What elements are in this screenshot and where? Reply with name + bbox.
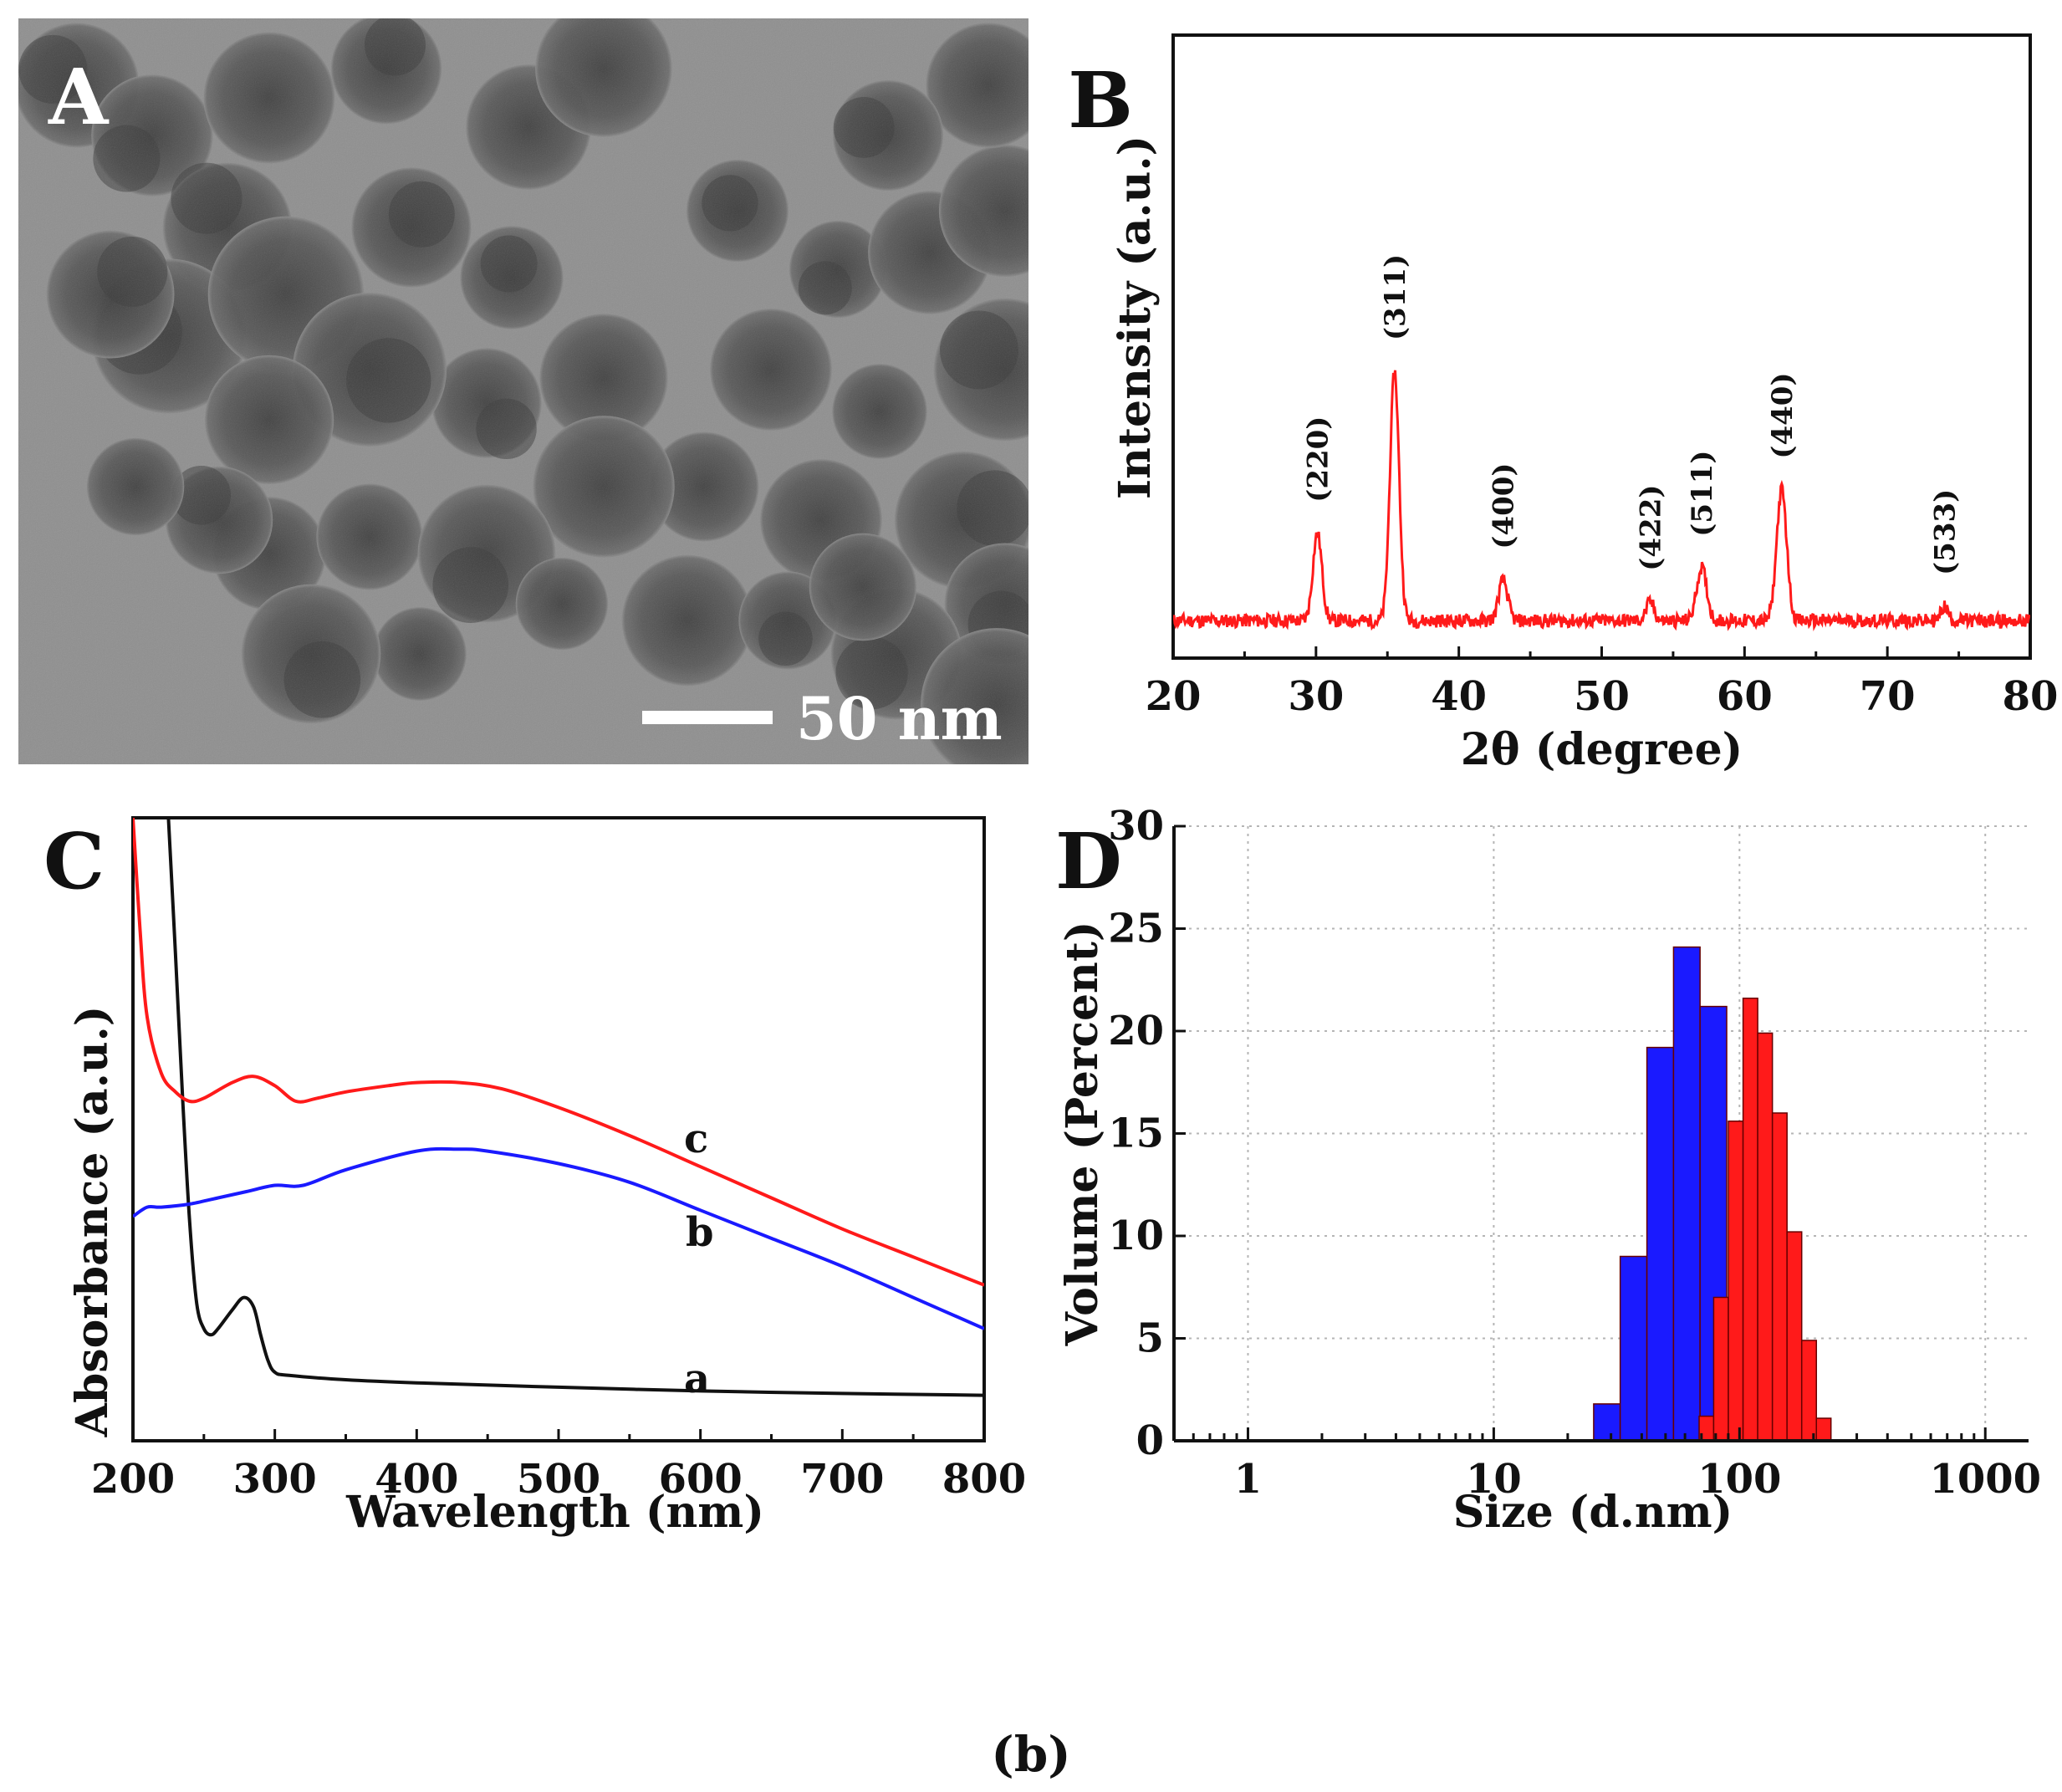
panel-c-letter: C	[43, 816, 105, 906]
histogram-bar-blue	[1646, 1046, 1675, 1442]
x-tick-label: 800	[942, 1456, 1026, 1503]
peak-label: (533)	[1929, 489, 1962, 575]
x-tick-label: 100	[1697, 1456, 1781, 1503]
x-tick-label: 1	[1234, 1456, 1262, 1503]
panel-c-uvvis-chart: a b c 200 300 400 500 600 700 800 C Wavelength (nm)…	[43, 816, 1026, 1538]
x-tick-label: 200	[91, 1456, 175, 1503]
x-tick-label: 10	[1466, 1456, 1522, 1503]
x-axis-title: Size (d.nm)	[1453, 1487, 1733, 1538]
y-axis-title: Absorbance (a.u.)	[67, 1006, 118, 1438]
peak-label: (440)	[1766, 372, 1799, 458]
peak-label: (511)	[1686, 451, 1719, 537]
uvvis-series-a	[166, 818, 984, 1397]
histogram-bar-red	[1786, 1231, 1803, 1442]
y-tick-label: 0	[1136, 1417, 1164, 1464]
panel-d-letter: D	[1055, 816, 1122, 906]
peak-label: (400)	[1488, 462, 1521, 549]
histogram-bar-blue	[1672, 946, 1701, 1442]
panel-a-letter: A	[48, 52, 110, 142]
figure-caption: (b)	[991, 1726, 1070, 1783]
x-tick-label: 50	[1574, 673, 1630, 720]
x-tick-label: 300	[233, 1456, 317, 1503]
x-tick-label: 500	[517, 1456, 600, 1503]
uvvis-series-c	[133, 818, 984, 1287]
scale-bar-label: 50 nm	[796, 684, 1003, 753]
histogram-bar-red	[1815, 1417, 1832, 1442]
peak-label: (422)	[1635, 485, 1668, 571]
x-tick-label: 1000	[1929, 1456, 2041, 1503]
y-tick-label: 20	[1108, 1008, 1164, 1054]
plot-frame	[1171, 33, 2032, 660]
x-tick-label: 20	[1146, 673, 1202, 720]
y-axis-title: Volume (Percent)	[1057, 922, 1108, 1347]
uvvis-series-b	[133, 1146, 984, 1330]
panel-b-letter: B	[1068, 55, 1133, 146]
series-label-c: c	[684, 1116, 708, 1162]
y-tick-label: 25	[1108, 906, 1164, 952]
y-axis-title: Intensity (a.u.)	[1110, 135, 1161, 499]
x-tick-label: 600	[659, 1456, 743, 1503]
histogram-bar-blue	[1593, 1403, 1621, 1442]
x-tick-label: 700	[800, 1456, 884, 1503]
series-label-a: a	[684, 1355, 710, 1402]
panel-d-dls-chart: 0 5 10 15 20 25 30 1 10 100 1000 D Size (d.nm) Volume…	[1055, 803, 2041, 1538]
y-tick-label: 15	[1108, 1110, 1164, 1157]
histogram-bar-red	[1757, 1032, 1774, 1442]
peak-label: (220)	[1302, 416, 1335, 503]
x-tick-label: 70	[1860, 673, 1916, 720]
plot-frame	[131, 816, 986, 1442]
x-tick-label: 80	[2003, 673, 2059, 720]
y-tick-label: 5	[1136, 1315, 1164, 1362]
histogram-bar-blue	[1619, 1255, 1648, 1442]
peak-label: (311)	[1379, 254, 1412, 340]
histogram-bar-red	[1771, 1112, 1788, 1442]
histogram-bar-red	[1728, 1121, 1744, 1442]
series-label-b: b	[686, 1209, 714, 1256]
tem-grain-overlay	[18, 18, 1028, 764]
y-tick-label: 10	[1108, 1213, 1164, 1259]
histogram-bar-red	[1712, 1296, 1729, 1442]
x-tick-label: 60	[1717, 673, 1773, 720]
x-tick-label: 30	[1288, 673, 1344, 720]
x-axis-title: 2θ (degree)	[1461, 724, 1743, 775]
histogram-bar-red	[1800, 1340, 1818, 1442]
scale-bar	[642, 711, 773, 724]
x-tick-label: 400	[375, 1456, 458, 1503]
x-axis-title: Wavelength (nm)	[345, 1487, 764, 1538]
x-tick-label: 40	[1431, 673, 1487, 720]
histogram-bar-red	[1742, 998, 1758, 1442]
panel-b-xrd-chart: 20 30 40 50 60 70 80 (220) (311) (400) (422) (511) (…	[1068, 33, 2059, 775]
y-tick-label: 30	[1108, 803, 1164, 850]
xrd-series-line	[1173, 370, 2030, 631]
panel-a-tem-image: A 50 nm	[18, 18, 1028, 764]
